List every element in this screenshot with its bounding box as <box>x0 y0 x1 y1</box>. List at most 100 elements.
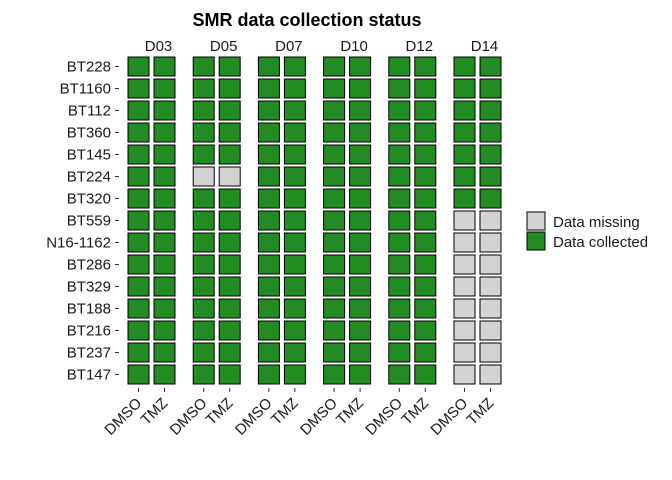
tile-d14-bt224-dmso <box>453 166 476 187</box>
x-tick-label: TMZ <box>398 395 432 429</box>
tile-d12-bt112-dmso <box>388 100 411 121</box>
tile-d10-bt320-dmso <box>323 188 346 209</box>
tile-d10-bt1160-tmz <box>349 78 372 99</box>
tile-d05-bt224-dmso <box>192 166 215 187</box>
tile-d07-bt559-tmz <box>283 210 306 231</box>
legend-key-missing <box>526 211 546 231</box>
tile-d10-bt559-tmz <box>349 210 372 231</box>
tile-d10-bt329-tmz <box>349 276 372 297</box>
tile-d10-bt320-tmz <box>349 188 372 209</box>
tile-d14-bt1160-tmz <box>479 78 502 99</box>
tile-d03-bt286-tmz <box>153 254 176 275</box>
tile-d07-bt188-dmso <box>257 298 280 319</box>
tile-d03-bt188-tmz <box>153 298 176 319</box>
tile-d05-bt237-dmso <box>192 342 215 363</box>
tile-d12-bt216-dmso <box>388 320 411 341</box>
tile-d12-bt145-tmz <box>414 144 437 165</box>
tile-d07-bt1160-dmso <box>257 78 280 99</box>
tile-d05-bt147-tmz <box>218 364 241 385</box>
y-tick-label: BT1160 <box>60 81 111 98</box>
tile-d03-bt216-tmz <box>153 320 176 341</box>
tile-d03-bt147-dmso <box>127 364 150 385</box>
tile-d03-bt216-dmso <box>127 320 150 341</box>
tile-d05-bt224-tmz <box>218 166 241 187</box>
tile-d14-bt360-dmso <box>453 122 476 143</box>
x-tick-label: TMZ <box>268 395 302 429</box>
tile-d05-bt360-tmz <box>218 122 241 143</box>
tile-d14-bt237-dmso <box>453 342 476 363</box>
x-tick-label: TMZ <box>203 395 237 429</box>
tile-d03-bt320-dmso <box>127 188 150 209</box>
tile-d03-bt224-tmz <box>153 166 176 187</box>
x-tick-label: TMZ <box>464 395 498 429</box>
y-tick-label: BT320 <box>67 191 111 208</box>
tile-d03-bt1160-dmso <box>127 78 150 99</box>
tile-d10-bt360-dmso <box>323 122 346 143</box>
tile-d14-bt286-tmz <box>479 254 502 275</box>
tile-d03-bt188-dmso <box>127 298 150 319</box>
tile-d12-bt320-dmso <box>388 188 411 209</box>
tile-d03-bt228-dmso <box>127 56 150 77</box>
tile-d12-bt224-tmz <box>414 166 437 187</box>
tile-d14-bt147-tmz <box>479 364 502 385</box>
chart-title: SMR data collection status <box>192 10 421 30</box>
tile-d12-bt147-dmso <box>388 364 411 385</box>
tile-d07-bt360-dmso <box>257 122 280 143</box>
y-tick-label: BT188 <box>67 301 111 318</box>
tile-d03-bt228-tmz <box>153 56 176 77</box>
tile-d07-bt228-tmz <box>283 56 306 77</box>
tile-d12-bt1160-dmso <box>388 78 411 99</box>
tile-d10-bt224-dmso <box>323 166 346 187</box>
tile-d10-bt216-dmso <box>323 320 346 341</box>
tile-d07-bt559-dmso <box>257 210 280 231</box>
tile-d05-bt216-dmso <box>192 320 215 341</box>
tile-d05-bt228-dmso <box>192 56 215 77</box>
x-tick-label: TMZ <box>333 395 367 429</box>
tile-d07-bt360-tmz <box>283 122 306 143</box>
tile-d07-bt286-dmso <box>257 254 280 275</box>
legend-label: Data missing <box>553 214 640 231</box>
facet-label: D12 <box>406 38 434 55</box>
tile-d03-bt224-dmso <box>127 166 150 187</box>
tile-d12-n16-1162-dmso <box>388 232 411 253</box>
tile-d07-bt216-dmso <box>257 320 280 341</box>
tile-d10-bt228-tmz <box>349 56 372 77</box>
tile-d14-bt188-dmso <box>453 298 476 319</box>
tile-d12-bt147-tmz <box>414 364 437 385</box>
tile-d05-bt286-tmz <box>218 254 241 275</box>
tile-d07-bt320-tmz <box>283 188 306 209</box>
tile-d12-bt329-tmz <box>414 276 437 297</box>
tile-d03-bt147-tmz <box>153 364 176 385</box>
tile-d14-bt216-dmso <box>453 320 476 341</box>
tile-d03-bt112-tmz <box>153 100 176 121</box>
tile-d14-n16-1162-dmso <box>453 232 476 253</box>
tile-d12-bt360-tmz <box>414 122 437 143</box>
y-tick-label: BT360 <box>67 125 111 142</box>
facet-label: D10 <box>340 38 368 55</box>
tile-d07-bt329-dmso <box>257 276 280 297</box>
tile-d05-bt286-dmso <box>192 254 215 275</box>
tile-d05-n16-1162-tmz <box>218 232 241 253</box>
tile-d03-bt237-dmso <box>127 342 150 363</box>
tile-d10-bt224-tmz <box>349 166 372 187</box>
tile-d12-bt216-tmz <box>414 320 437 341</box>
x-tick-label: TMZ <box>138 395 172 429</box>
tile-d14-bt147-dmso <box>453 364 476 385</box>
y-tick-label: BT147 <box>67 367 111 384</box>
tile-d07-bt224-tmz <box>283 166 306 187</box>
tile-d12-bt559-dmso <box>388 210 411 231</box>
y-tick-label: BT228 <box>67 59 111 76</box>
tile-d10-bt228-dmso <box>323 56 346 77</box>
tile-d14-bt320-dmso <box>453 188 476 209</box>
tile-d05-n16-1162-dmso <box>192 232 215 253</box>
tile-d05-bt329-dmso <box>192 276 215 297</box>
tile-d10-bt286-dmso <box>323 254 346 275</box>
tile-d03-bt559-dmso <box>127 210 150 231</box>
tile-d05-bt320-dmso <box>192 188 215 209</box>
facet-label: D07 <box>275 38 303 55</box>
tile-d12-bt360-dmso <box>388 122 411 143</box>
